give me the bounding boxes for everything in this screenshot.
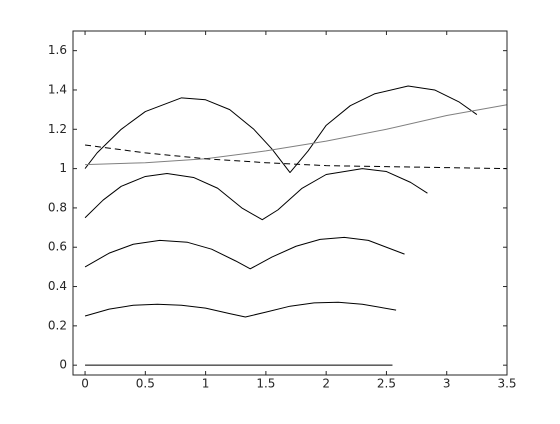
line-series [84,85,478,174]
x-tick-label: 1.5 [256,377,275,391]
y-tick-label: 0.6 [48,240,67,254]
x-tick-label: 0 [81,377,89,391]
plot-area [73,31,507,375]
y-tick-label: 0.4 [48,279,67,293]
x-tick-label: 3 [443,377,451,391]
x-tick-label: 0.5 [136,377,155,391]
y-tick-label: 1.6 [48,43,67,57]
line-series [84,168,428,221]
y-tick-label: 1.4 [48,82,67,96]
x-tick-label: 1 [202,377,210,391]
y-tick-label: 0.8 [48,200,67,214]
y-tick-label: 1.2 [48,122,67,136]
axes-frame [72,30,508,376]
x-tick-label: 3.5 [497,377,516,391]
y-tick-label: 1 [59,161,67,175]
x-tick-label: 2.5 [377,377,396,391]
line-series [84,144,508,170]
y-tick-label: 0.2 [48,318,67,332]
y-tick-label: 0 [59,358,67,372]
x-tick-label: 2 [322,377,330,391]
line-series [85,104,508,166]
line-series [84,236,405,270]
line-series [84,301,397,318]
